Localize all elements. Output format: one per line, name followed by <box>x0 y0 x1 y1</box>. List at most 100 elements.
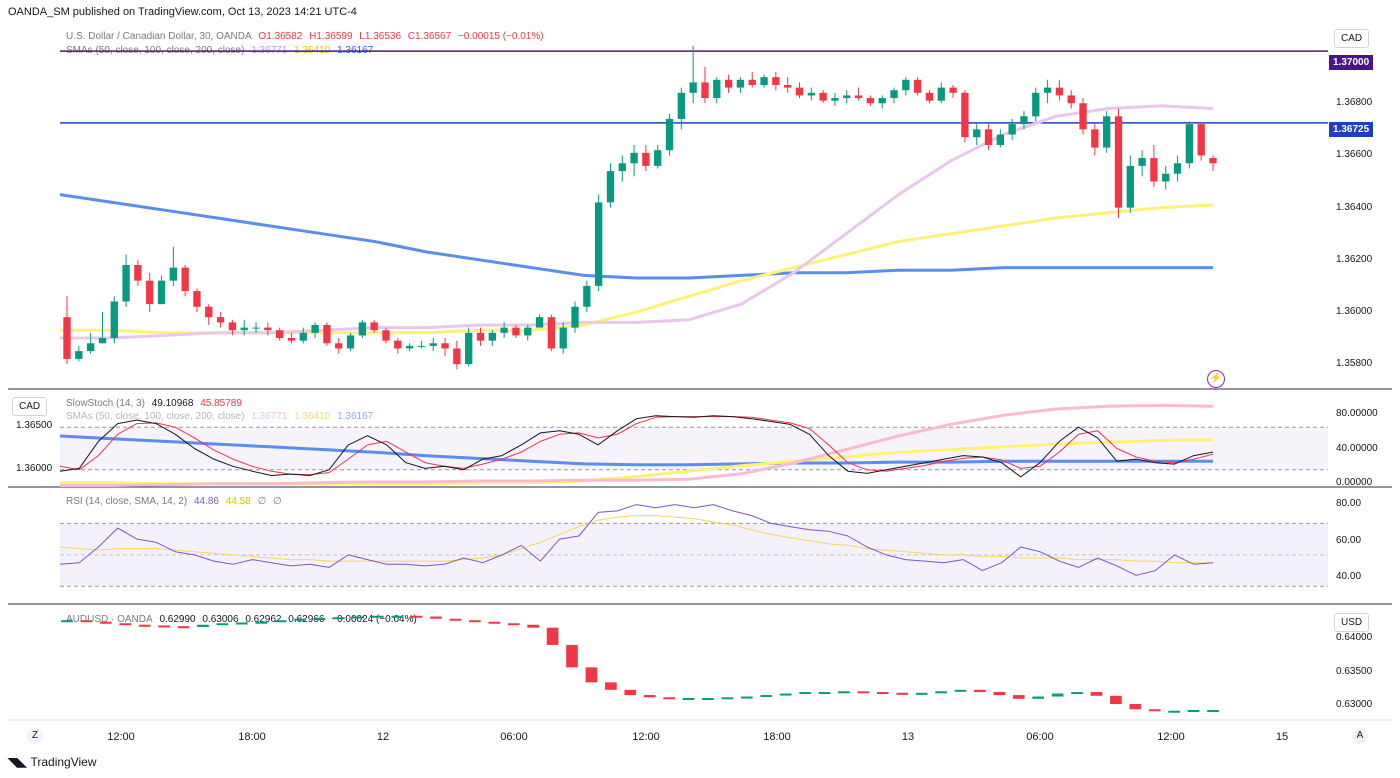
stoch-overlay-sma200 <box>59 434 1213 467</box>
aud-candle <box>119 623 132 626</box>
time-tick: 12:00 <box>632 731 660 743</box>
aud-candle <box>838 691 850 694</box>
overlay-sma200-value: 1.36167 <box>337 411 374 422</box>
aud-change: −0.00024 (−0.04%) <box>331 614 417 625</box>
candle-body <box>961 92 969 138</box>
aud-candle <box>546 627 559 645</box>
candle-body <box>122 265 130 302</box>
candle-body <box>713 79 721 99</box>
lightning-icon[interactable]: ⚡ <box>1207 370 1225 388</box>
candle-body <box>429 343 437 346</box>
candle-body <box>1197 124 1205 156</box>
candle-body <box>299 332 307 341</box>
stoch-overlay-legend: SMAs (50, close, 100, close, 200, close)… <box>66 411 377 422</box>
candle-body <box>1185 124 1194 164</box>
aud-candle <box>779 693 792 696</box>
currency-button-usd[interactable]: USD <box>1334 613 1370 632</box>
rsi-label: RSI (14, close, SMA, 14, 2) <box>66 496 188 507</box>
hline-label-blue: 1.36725 <box>1329 122 1374 137</box>
rsi-empty-2: ∅ <box>273 496 282 507</box>
candle-body <box>1173 163 1182 174</box>
aud-open: 0.62990 <box>159 614 196 625</box>
candle-body <box>878 98 886 104</box>
aud-candle <box>876 692 889 695</box>
aud-candle <box>100 621 112 624</box>
auto-scale-button[interactable]: A <box>1352 728 1368 744</box>
candle-body <box>784 85 792 88</box>
rsi-empty-1: ∅ <box>257 496 267 507</box>
aud-candle <box>702 698 714 701</box>
price-tick: 1.36200 <box>1336 253 1373 265</box>
candle-body <box>181 267 189 292</box>
candle-body <box>228 322 237 331</box>
time-tick: 13 <box>902 731 914 743</box>
aud-candle <box>1032 696 1045 699</box>
aud-candle <box>585 667 598 683</box>
aud-tick-2: 0.63500 <box>1336 666 1373 677</box>
currency-button-cad[interactable]: CAD <box>1334 29 1370 48</box>
rsi-tick-80: 80.00 <box>1336 498 1362 509</box>
publisher-header: OANDA_SM published on TradingView.com, O… <box>8 6 357 18</box>
aud-candle <box>391 615 404 618</box>
candle-body <box>216 317 225 323</box>
candle-body <box>346 335 355 349</box>
candle-body <box>665 118 674 151</box>
aud-candle <box>294 618 306 621</box>
candle-body <box>524 327 532 336</box>
time-tick: 18:00 <box>238 731 266 743</box>
aud-candle <box>682 698 695 701</box>
ohlc-change: −0.00015 (−0.01%) <box>457 31 544 42</box>
ohlc-close: C1.36567 <box>407 31 452 42</box>
candle-body <box>925 92 934 101</box>
candle-body <box>1114 116 1123 208</box>
aud-tick-1: 0.64000 <box>1336 632 1373 643</box>
aud-candle <box>857 691 870 694</box>
stoch-d-value: 45.85789 <box>200 398 242 409</box>
rsi-line <box>59 504 1214 576</box>
aud-candle <box>721 697 734 700</box>
aud-legend: AUDUSD · OANDA 0.62990 0.63006 0.62962 0… <box>66 614 421 625</box>
aud-candle <box>488 621 501 624</box>
time-tick: 18:00 <box>763 731 791 743</box>
hline-label-purple: 1.37000 <box>1329 55 1374 70</box>
candle-body <box>358 322 367 336</box>
candle-body <box>1126 165 1134 208</box>
ohlc-high: H1.36599 <box>309 31 353 42</box>
aud-candle <box>1148 709 1161 712</box>
candle-body <box>677 92 686 119</box>
aud-candle <box>663 697 675 700</box>
stoch-tick-0: 0.00000 <box>1336 477 1373 488</box>
aud-candle <box>954 689 967 692</box>
candle-body <box>1103 116 1111 148</box>
candle-body <box>453 348 461 365</box>
candle-body <box>1162 173 1170 182</box>
time-tick: 15 <box>1276 731 1288 743</box>
aud-candle <box>469 620 481 623</box>
aud-candle <box>158 625 170 628</box>
aud-candle <box>605 682 617 690</box>
aud-low: 0.62962 <box>245 614 282 625</box>
currency-button-cad-left[interactable]: CAD <box>12 397 48 416</box>
time-tick: 12:00 <box>107 731 135 743</box>
rsi-tick-60: 60.00 <box>1336 535 1362 546</box>
candle-body <box>949 87 957 93</box>
aud-candle <box>1168 710 1180 713</box>
aud-candle <box>1051 693 1064 697</box>
time-axis <box>0 730 1400 744</box>
candle-body <box>890 90 898 99</box>
price-tick: 1.36600 <box>1336 149 1373 161</box>
time-tick: 12 <box>377 731 389 743</box>
time-tick: 12:00 <box>1157 731 1185 743</box>
candle-body <box>287 338 296 341</box>
candle-body <box>559 327 567 349</box>
candle-body <box>973 129 981 138</box>
candle-body <box>913 79 922 93</box>
candle-body <box>1067 95 1075 104</box>
stoch-k-line <box>59 415 1214 478</box>
candle-body <box>689 82 697 93</box>
candle-body <box>1091 129 1099 148</box>
zoom-button[interactable]: Z <box>27 728 43 744</box>
overlay-sma50-value: 1.36771 <box>251 411 288 422</box>
candle-body <box>311 325 319 333</box>
